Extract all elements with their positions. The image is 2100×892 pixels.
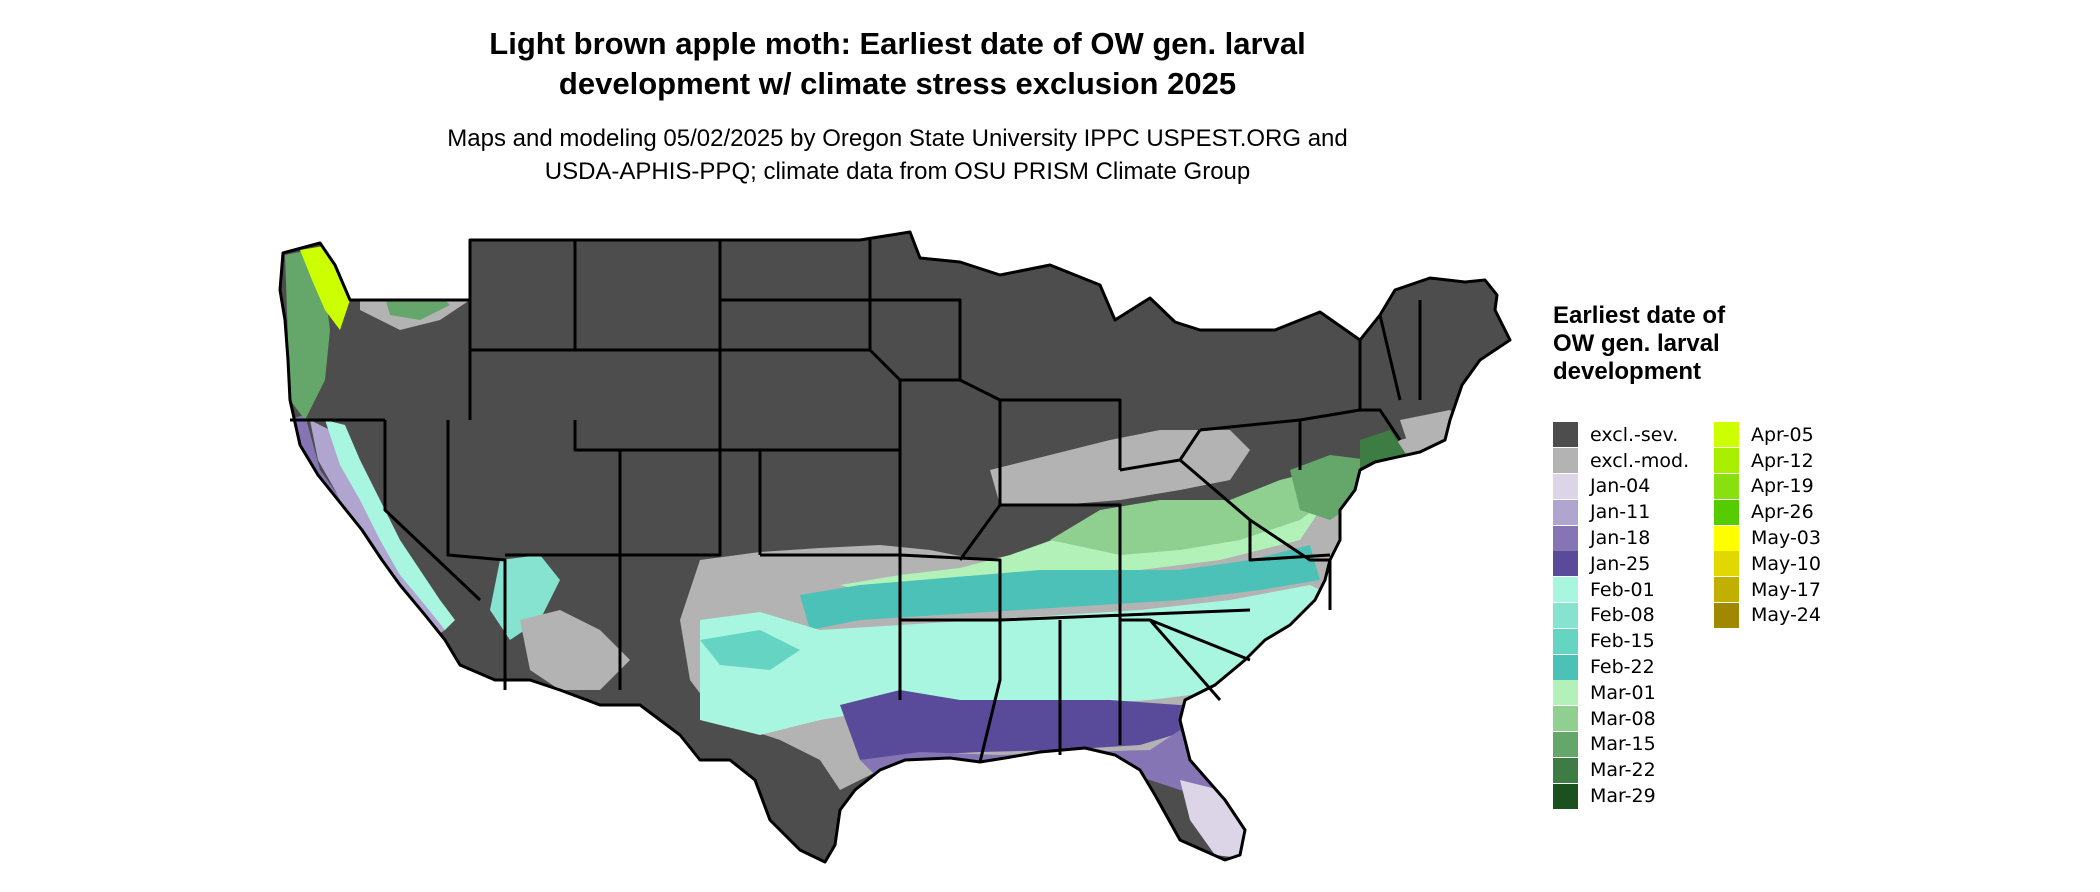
legend-item: Apr-19 (1714, 473, 1821, 500)
legend-swatch (1714, 602, 1739, 628)
feb-01-california-foothills (325, 420, 455, 630)
us-outline (278, 230, 1512, 864)
map-subtitle: Maps and modeling 05/02/2025 by Oregon S… (350, 122, 1445, 188)
legend-swatch (1714, 551, 1739, 577)
legend-label: Mar-22 (1590, 759, 1656, 782)
legend-swatch (1714, 577, 1739, 603)
legend-label: May-17 (1751, 578, 1821, 601)
legend-swatch (1714, 525, 1739, 551)
legend-label: Feb-01 (1590, 578, 1655, 601)
legend-item: Jan-18 (1553, 525, 1689, 551)
legend-label: Feb-08 (1590, 604, 1655, 627)
legend-swatch (1714, 499, 1739, 525)
map-title: Light brown apple moth: Earliest date of… (370, 24, 1425, 104)
border-midwest (870, 298, 1122, 622)
legend-label: Mar-29 (1590, 785, 1656, 808)
legend-title: Earliest date of OW gen. larval developm… (1553, 302, 1726, 385)
legend-swatch (1714, 422, 1739, 448)
legend-swatch (1553, 448, 1578, 474)
map-subtitle-line-1: Maps and modeling 05/02/2025 by Oregon S… (447, 125, 1348, 152)
legend-item: May-03 (1714, 525, 1821, 551)
legend-item: Mar-15 (1553, 731, 1689, 758)
feb-08-southwest (490, 555, 560, 640)
legend-label: excl.-mod. (1590, 449, 1690, 472)
legend-item: Feb-01 (1553, 577, 1689, 603)
legend-swatch (1553, 602, 1578, 628)
legend-swatch (1553, 525, 1578, 551)
map-title-line-1: Light brown apple moth: Earliest date of… (489, 26, 1306, 61)
legend-label: May-03 (1751, 527, 1821, 550)
legend-item: Mar-22 (1553, 757, 1689, 783)
legend-item: excl.-mod. (1553, 448, 1689, 474)
legend-label: Jan-11 (1590, 501, 1651, 524)
legend-label: Feb-22 (1590, 656, 1655, 679)
legend-label: Mar-15 (1590, 733, 1656, 756)
jan-04-florida (1180, 780, 1245, 858)
legend-swatch (1553, 499, 1578, 525)
legend-label: Jan-18 (1590, 527, 1651, 550)
legend-item: excl.-sev. (1553, 422, 1689, 448)
border-south (898, 555, 1251, 763)
legend-label: Jan-25 (1590, 552, 1651, 575)
legend-label: Mar-08 (1590, 707, 1656, 730)
legend-item: Mar-08 (1553, 706, 1689, 732)
legend-item: Apr-05 (1714, 422, 1821, 448)
legend-swatch (1553, 577, 1578, 603)
state-borders (278, 230, 1512, 864)
legend-swatch (1553, 422, 1578, 448)
legend-swatch (1553, 628, 1578, 654)
legend-item: May-24 (1714, 602, 1821, 629)
jan-25-band (840, 690, 1220, 760)
legend-item: May-10 (1714, 551, 1821, 577)
feb-15-patch-texas (700, 630, 800, 670)
legend-label: Jan-04 (1590, 475, 1651, 498)
legend-swatch (1553, 473, 1578, 499)
legend-item: Jan-04 (1553, 473, 1689, 500)
legend-item: Mar-01 (1553, 680, 1689, 706)
legend-swatch (1714, 448, 1739, 474)
legend-item: May-17 (1714, 577, 1821, 603)
legend-label: Apr-19 (1751, 475, 1814, 498)
legend-swatch (1553, 757, 1578, 783)
legend-column-2: Apr-05 Apr-12 Apr-19 Apr-26 May-03 May-10 May-… (1714, 422, 1821, 628)
legend-swatch (1553, 706, 1578, 732)
legend-label: Feb-15 (1590, 630, 1655, 653)
legend-label: Apr-26 (1751, 501, 1814, 524)
legend-swatch (1553, 680, 1578, 706)
legend-item: Jan-11 (1553, 499, 1689, 525)
legend-label: excl.-sev. (1590, 423, 1679, 446)
legend-swatch (1553, 731, 1578, 757)
legend-item: Apr-26 (1714, 499, 1821, 525)
legend-label: May-10 (1751, 552, 1821, 575)
feb-01-band (700, 585, 1330, 735)
legend-item: Mar-29 (1553, 783, 1689, 809)
legend-label: May-24 (1751, 604, 1821, 627)
excluded-moderate-region-arizona (520, 610, 630, 690)
map-title-line-2: development w/ climate stress exclusion … (558, 66, 1237, 101)
legend-item: Feb-08 (1553, 602, 1689, 629)
legend-item: Feb-15 (1553, 628, 1689, 654)
feb-22-band (800, 545, 1320, 630)
legend-label: Mar-01 (1590, 681, 1656, 704)
map-subtitle-line-2: USDA-APHIS-PPQ; climate data from OSU PR… (544, 158, 1251, 185)
us-map (278, 230, 1512, 864)
border-east (1119, 300, 1422, 610)
legend-item: Feb-22 (1553, 654, 1689, 680)
legend-item: Apr-12 (1714, 448, 1821, 474)
legend-label: Apr-05 (1751, 423, 1814, 446)
legend-swatch (1553, 654, 1578, 680)
legend-swatch (1553, 551, 1578, 577)
legend-item: Jan-25 (1553, 551, 1689, 577)
legend-swatch (1553, 783, 1578, 809)
legend-swatch (1714, 473, 1739, 499)
border-west-interior (290, 240, 507, 690)
legend-label: Apr-12 (1751, 449, 1814, 472)
mar-08-band (1050, 470, 1340, 555)
legend-column-1: excl.-sev. excl.-mod. Jan-04 Jan-11 Jan-18 Ja… (1553, 422, 1689, 809)
